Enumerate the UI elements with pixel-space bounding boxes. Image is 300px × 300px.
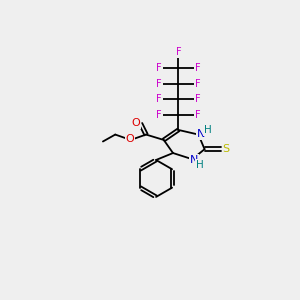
Text: F: F [195, 94, 200, 104]
Text: F: F [156, 63, 162, 73]
Text: O: O [125, 134, 134, 144]
Text: F: F [156, 94, 162, 104]
Text: N: N [196, 129, 205, 139]
Text: S: S [223, 144, 230, 154]
Text: F: F [195, 63, 200, 73]
Text: F: F [156, 79, 162, 89]
Text: H: H [196, 160, 204, 170]
Text: F: F [195, 110, 200, 119]
Text: F: F [176, 47, 181, 57]
Text: F: F [156, 110, 162, 119]
Text: N: N [190, 155, 198, 165]
Text: F: F [195, 79, 200, 89]
Text: H: H [204, 125, 212, 135]
Text: O: O [132, 118, 140, 128]
